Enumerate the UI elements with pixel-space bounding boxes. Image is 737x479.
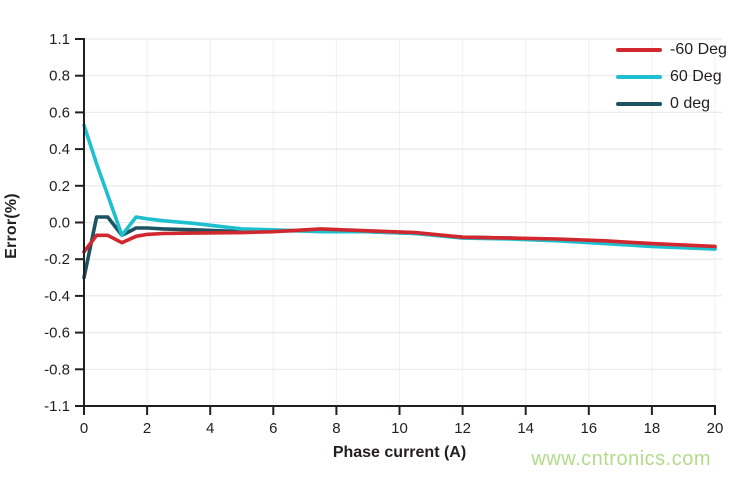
- y-tick-label: 0.0: [49, 215, 70, 232]
- y-tick-label: 0.6: [49, 104, 70, 121]
- legend-item-minus-60-deg: -60 Deg: [616, 36, 727, 63]
- series-line: [82, 227, 717, 254]
- x-tick-label: 8: [332, 420, 340, 437]
- gridlines: [84, 38, 722, 406]
- x-tick-label: 16: [580, 420, 597, 437]
- x-axis-title: Phase current (A): [332, 444, 467, 461]
- axes: [75, 38, 716, 415]
- legend-label: -60 Deg: [670, 40, 727, 58]
- x-tick-label: 2: [143, 420, 151, 437]
- legend: -60 Deg 60 Deg 0 deg: [616, 36, 727, 117]
- tick-labels: 1.1 0.8 0.6 0.4 0.2 0.0 -0.2 -0.4 -0.6 -0.8 -1.1 0 2…: [44, 31, 723, 437]
- x-tick-label: 20: [707, 420, 724, 437]
- series-lines: [82, 123, 717, 280]
- y-tick-label: -0.6: [44, 325, 70, 342]
- y-axis-title: Error(%): [3, 193, 20, 259]
- legend-line-swatch-cyan: [616, 74, 662, 79]
- legend-label: 0 deg: [670, 94, 711, 112]
- legend-item-0-deg: 0 deg: [616, 90, 727, 117]
- y-tick-label: 1.1: [49, 31, 70, 48]
- y-tick-label: -1.1: [44, 398, 70, 415]
- x-tick-label: 12: [454, 420, 471, 437]
- x-tick-label: 6: [269, 420, 277, 437]
- x-tick-label: 4: [206, 420, 214, 437]
- legend-label: 60 Deg: [670, 67, 722, 85]
- y-tick-label: -0.2: [44, 251, 70, 268]
- x-tick-label: 18: [644, 420, 661, 437]
- y-tick-label: -0.4: [44, 288, 70, 305]
- watermark: www.cntronics.com: [531, 448, 711, 470]
- y-tick-label: 0.4: [49, 141, 70, 158]
- y-tick-label: 0.8: [49, 68, 70, 85]
- x-tick-label: 14: [517, 420, 534, 437]
- y-tick-label: 0.2: [49, 178, 70, 195]
- legend-line-swatch-teal: [616, 101, 662, 106]
- y-tick-label: -0.8: [44, 361, 70, 378]
- x-tick-label: 0: [80, 420, 88, 437]
- x-tick-label: 10: [391, 420, 408, 437]
- legend-line-swatch-red: [616, 47, 662, 52]
- legend-item-60-deg: 60 Deg: [616, 63, 727, 90]
